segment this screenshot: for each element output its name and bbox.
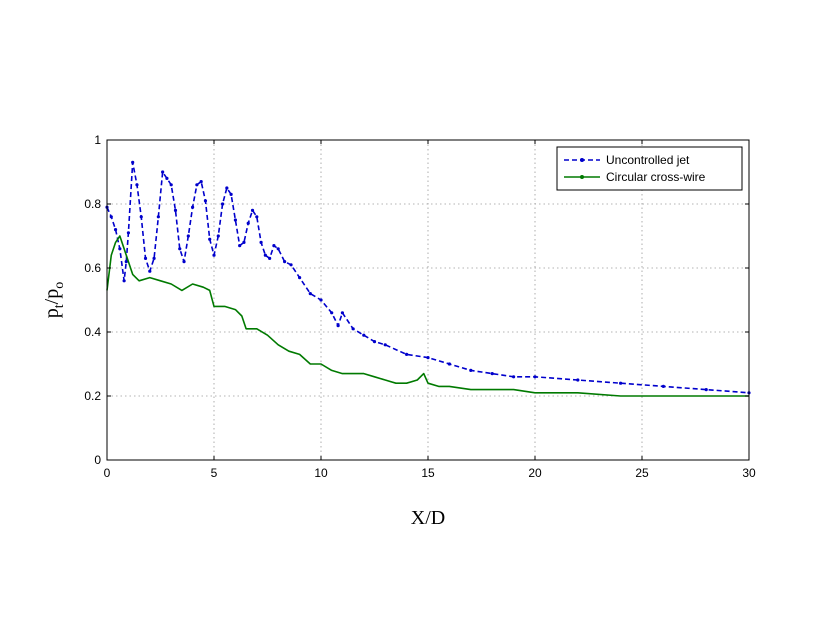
- series-point: [298, 276, 302, 280]
- series-point: [704, 388, 708, 392]
- x-tick-label: 0: [104, 466, 111, 480]
- series-point: [139, 215, 143, 219]
- series-point: [152, 256, 156, 260]
- series-point: [246, 221, 250, 225]
- legend-marker-uncontrolled: [580, 158, 584, 162]
- x-tick-label: 25: [635, 466, 649, 480]
- series-point: [426, 356, 430, 360]
- ticks: 0 5 10 15 20 25 30 0 0.2 0.4 0.6 0.8 1: [84, 133, 756, 480]
- series-point: [340, 311, 344, 315]
- series-point: [113, 228, 118, 232]
- series-layer: [105, 160, 751, 397]
- series-point: [490, 372, 494, 376]
- series-point: [156, 215, 160, 219]
- series-point: [336, 324, 340, 328]
- series-point: [533, 375, 537, 379]
- series-point: [511, 375, 516, 379]
- series-point: [173, 208, 178, 212]
- series-point: [191, 205, 195, 209]
- series-point: [276, 247, 280, 251]
- x-tick-label: 30: [742, 466, 756, 480]
- x-tick-label: 5: [211, 466, 218, 480]
- series-point: [255, 215, 259, 219]
- series-point: [330, 311, 334, 315]
- series-point: [122, 279, 126, 283]
- series-point: [124, 260, 128, 264]
- series-point: [383, 343, 387, 347]
- series-point: [619, 381, 623, 385]
- y-axis-title: pt/po: [41, 282, 67, 318]
- series-point: [199, 180, 203, 184]
- series-point: [447, 362, 451, 366]
- series-point: [308, 292, 312, 296]
- series-line-crosswire: [106, 235, 749, 397]
- y-tick-label: 1: [94, 133, 101, 147]
- y-tick-label: 0.2: [84, 389, 101, 403]
- series-point: [161, 170, 165, 174]
- series-point: [238, 244, 242, 248]
- grid: [107, 140, 749, 460]
- series-point: [135, 183, 139, 187]
- series-point: [283, 260, 287, 264]
- x-axis-title: X/D: [411, 507, 445, 529]
- series-point: [263, 253, 267, 257]
- series-point: [118, 247, 122, 251]
- series-point: [220, 202, 225, 206]
- series-point: [576, 378, 580, 382]
- series-point: [212, 253, 216, 257]
- series-point: [362, 333, 366, 337]
- series-point: [405, 352, 409, 356]
- series-point: [178, 247, 182, 251]
- x-tick-label: 15: [421, 466, 435, 480]
- y-tick-label: 0: [94, 453, 101, 467]
- x-tick-label: 20: [528, 466, 542, 480]
- series-point: [229, 192, 233, 196]
- series-point: [372, 340, 377, 344]
- series-point: [216, 234, 220, 238]
- series-line-uncontrolled: [106, 161, 750, 394]
- series-point: [242, 240, 246, 244]
- legend-label-uncontrolled: Uncontrolled jet: [606, 153, 690, 167]
- legend-label-crosswire: Circular cross-wire: [606, 170, 706, 184]
- y-tick-label: 0.4: [84, 325, 101, 339]
- series-point: [148, 269, 152, 273]
- y-tick-label: 0.8: [84, 197, 101, 211]
- series-point: [233, 218, 237, 222]
- series-point: [225, 186, 229, 190]
- legend: Uncontrolled jet Circular cross-wire: [556, 146, 743, 191]
- series-point: [272, 244, 276, 248]
- series-point: [319, 298, 323, 302]
- series-point: [126, 231, 130, 235]
- series-point: [131, 160, 135, 164]
- series-point: [268, 256, 272, 260]
- x-tick-label: 10: [314, 466, 328, 480]
- series-point: [165, 176, 169, 180]
- series-point: [259, 240, 263, 244]
- series-point: [351, 327, 355, 331]
- series-point: [169, 183, 173, 187]
- series-point: [186, 234, 190, 238]
- series-point: [208, 237, 212, 241]
- series-point: [289, 263, 293, 267]
- legend-box: [556, 146, 743, 191]
- y-axis-title-slash: /p: [41, 289, 63, 305]
- y-axis-title-sub2: o: [52, 282, 67, 289]
- y-tick-label: 0.6: [84, 261, 101, 275]
- series-point: [250, 208, 255, 212]
- series-point: [661, 384, 666, 388]
- series-point: [143, 256, 148, 260]
- series-point: [109, 215, 113, 219]
- series-point: [203, 199, 208, 203]
- y-axis-title-sub1: t: [52, 304, 67, 308]
- legend-marker-crosswire: [580, 175, 584, 179]
- series-point: [195, 183, 199, 187]
- series-point: [469, 368, 473, 372]
- y-axis-title-main: p: [41, 308, 63, 318]
- series-point: [182, 260, 186, 264]
